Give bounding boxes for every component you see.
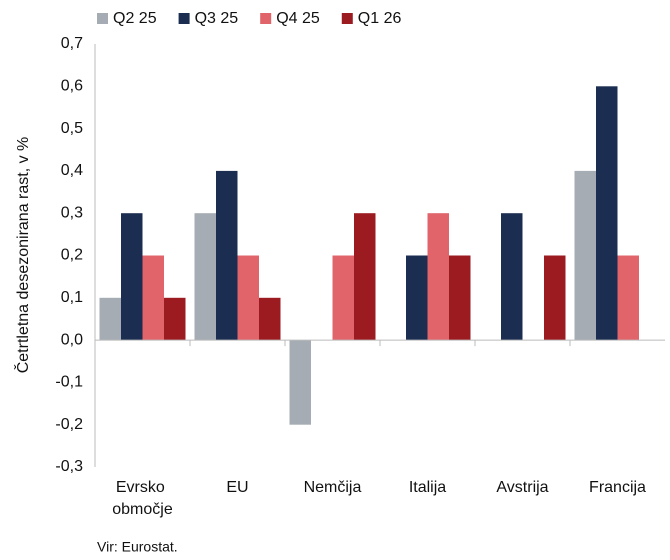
y-tick-label: 0,7 — [61, 35, 83, 52]
legend-swatch — [260, 13, 272, 24]
bar — [194, 213, 216, 341]
legend-label: Q2 25 — [113, 10, 157, 27]
y-tick-label: 0,5 — [61, 120, 83, 137]
bar — [289, 340, 311, 425]
bar — [99, 297, 121, 341]
x-tick-label: Francija — [589, 479, 646, 496]
y-tick-label: -0,1 — [55, 374, 83, 391]
x-tick-label: Avstrija — [496, 479, 548, 496]
bar — [121, 213, 143, 341]
y-tick-label: 0,3 — [61, 204, 83, 221]
bar — [259, 297, 281, 341]
y-tick-label: -0,3 — [55, 458, 83, 475]
legend-swatch — [97, 13, 108, 24]
bar — [216, 170, 238, 341]
bar — [449, 255, 471, 341]
bar — [332, 255, 354, 341]
bar — [544, 255, 566, 341]
bar — [427, 213, 449, 341]
bar — [617, 255, 639, 341]
y-tick-label: 0,4 — [61, 162, 83, 179]
bar — [501, 213, 523, 341]
bar — [406, 255, 428, 341]
legend-swatch — [178, 13, 190, 24]
x-tick-label: Evrsko območje — [112, 479, 173, 518]
x-tick-label: Nemčija — [304, 479, 362, 496]
bar — [574, 170, 596, 341]
source: Vir: Eurostat. — [97, 539, 178, 555]
y-axis-label: Četrtletna desezonirana rast, v % — [13, 137, 32, 374]
legend-label: Q4 25 — [276, 10, 320, 27]
x-tick-label: Italija — [409, 479, 446, 496]
y-tick-label: 0,0 — [61, 331, 83, 348]
bar — [596, 86, 618, 341]
y-tick-label: -0,2 — [55, 416, 83, 433]
y-tick-label: 0,2 — [61, 247, 83, 264]
y-tick-label: 0,1 — [61, 289, 83, 306]
y-tick-label: 0,6 — [61, 78, 83, 95]
bar — [354, 213, 376, 341]
bar — [142, 255, 164, 341]
legend-swatch — [341, 13, 353, 24]
bar — [164, 297, 186, 341]
legend-label: Q3 25 — [195, 10, 239, 27]
x-tick-label: EU — [226, 479, 248, 496]
bar — [237, 255, 259, 341]
legend-label: Q1 26 — [358, 10, 402, 27]
